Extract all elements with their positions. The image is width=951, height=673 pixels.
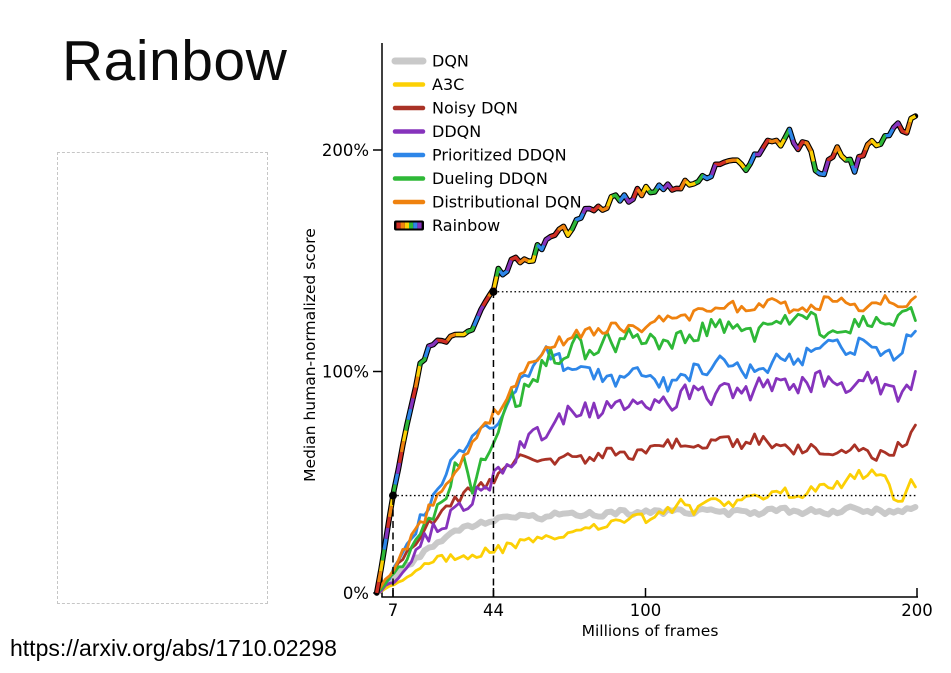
- series-line-a3c: [375, 468, 917, 595]
- rainbow-performance-chart: 7 44 100 200 0% 100% 200% Millions of frames Med…: [300, 25, 951, 640]
- legend-item-rainbow: Rainbow: [394, 216, 500, 235]
- legend-swatch-rainbow-segment: [413, 222, 418, 229]
- legend-item-noisy-dqn: Noisy DQN: [392, 99, 518, 118]
- legend-label: DQN: [432, 52, 469, 71]
- series-line-dqn: [373, 503, 919, 596]
- legend-item-ddqn: DDQN: [392, 122, 481, 141]
- slide-title: Rainbow: [62, 29, 288, 93]
- x-tick-label: 44: [483, 601, 504, 620]
- legend-label: Dueling DDQN: [432, 169, 548, 188]
- legend-item-prioritized-ddqn: Prioritized DDQN: [392, 146, 567, 165]
- legend-swatch-rainbow-segment: [396, 222, 401, 229]
- series-line-ddqn: [375, 369, 917, 595]
- chart-svg: 7 44 100 200 0% 100% 200% Millions of frames Med…: [301, 43, 933, 640]
- legend-label: DDQN: [432, 122, 481, 141]
- x-tick-label: 100: [630, 601, 662, 620]
- series-line-noisy-dqn: [375, 423, 917, 595]
- legend: DQN A3C Noisy DQN DDQN Prioritized DDQN Dueli…: [391, 52, 582, 235]
- y-tick-label: 100%: [322, 363, 369, 382]
- series-line-dueling-ddqn: [375, 306, 917, 595]
- content-placeholder-box: [57, 152, 268, 604]
- series-line-rainbow-segment: [375, 114, 917, 594]
- legend-label: A3C: [432, 75, 464, 94]
- legend-label: Prioritized DDQN: [432, 146, 567, 165]
- y-tick-label: 200%: [322, 141, 369, 160]
- legend-swatch-rainbow-segment: [409, 222, 414, 229]
- y-axis-label: Median human-normalized score: [301, 228, 319, 482]
- marker-dot: [489, 287, 498, 296]
- legend-swatch-rainbow-segment: [400, 222, 405, 229]
- legend-swatch-rainbow-segment: [417, 222, 422, 229]
- series-line-rainbow-segment: [375, 114, 917, 594]
- source-url: https://arxiv.org/abs/1710.02298: [10, 635, 337, 661]
- legend-label: Distributional DQN: [432, 193, 582, 212]
- x-tick-label: 200: [901, 601, 933, 620]
- legend-item-a3c: A3C: [392, 75, 464, 94]
- x-tick-label: 7: [388, 601, 399, 620]
- legend-swatch-rainbow-segment: [404, 222, 409, 229]
- legend-label: Noisy DQN: [432, 99, 518, 118]
- x-axis-label: Millions of frames: [582, 622, 719, 640]
- legend-label: Rainbow: [432, 216, 500, 235]
- series-line-distributional-dqn: [375, 294, 917, 595]
- legend-item-dqn: DQN: [391, 52, 469, 71]
- legend-item-dueling-ddqn: Dueling DDQN: [392, 169, 548, 188]
- series-line-prioritized-ddqn: [375, 329, 917, 594]
- marker-dot: [389, 491, 398, 500]
- y-tick-label: 0%: [343, 584, 369, 603]
- series-line-rainbow-segment: [375, 114, 917, 594]
- legend-item-distributional-dqn: Distributional DQN: [392, 193, 582, 212]
